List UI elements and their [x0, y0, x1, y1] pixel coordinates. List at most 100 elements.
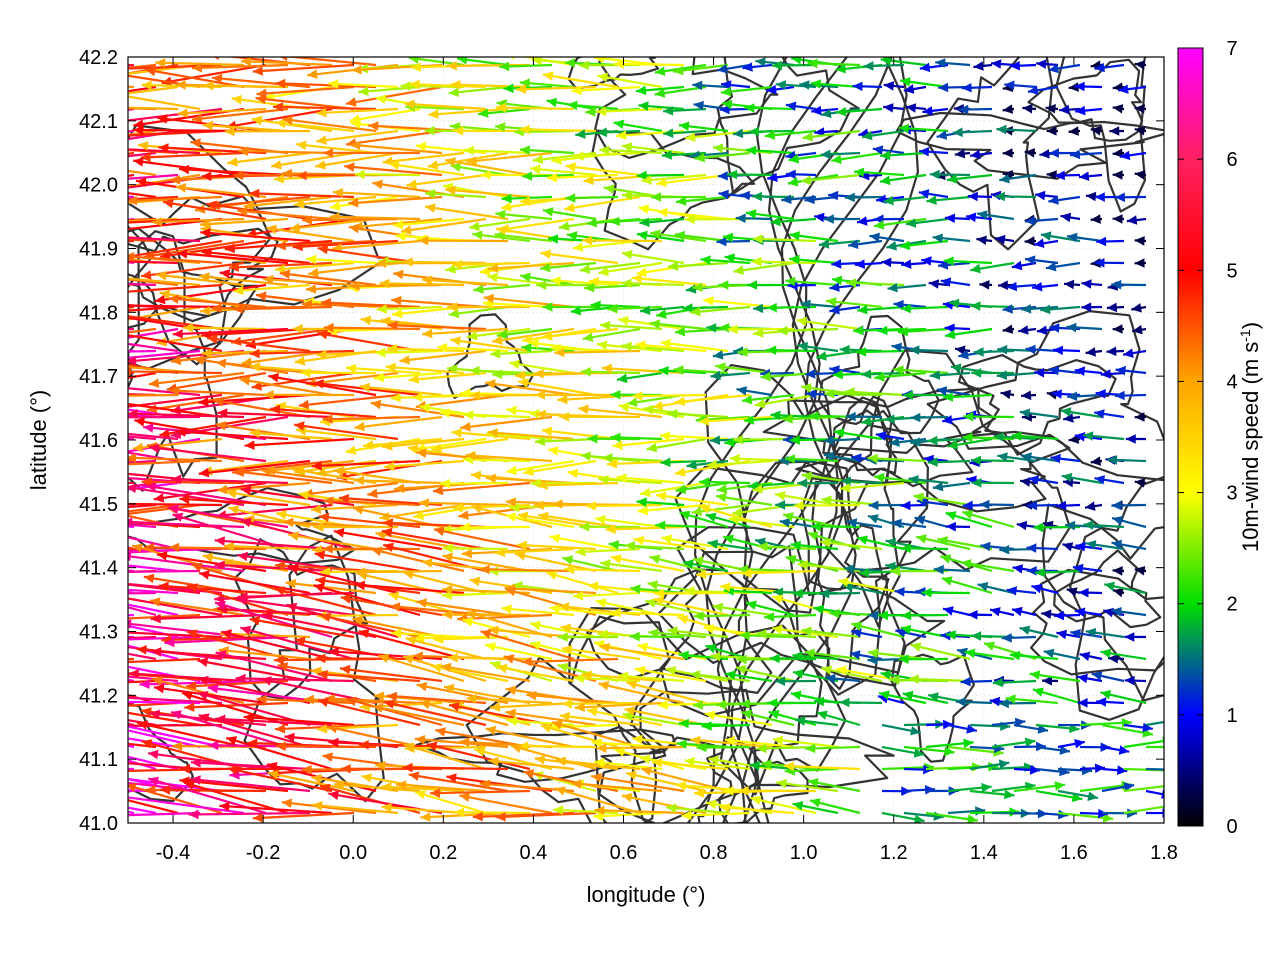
contour-line — [1055, 57, 1147, 213]
wind-vector-head — [583, 175, 594, 185]
wind-vector — [495, 102, 575, 113]
wind-vector — [1106, 302, 1125, 313]
wind-vector-shaft — [350, 143, 443, 155]
wind-vector-head — [1094, 62, 1105, 73]
wind-vector-head — [141, 80, 152, 91]
wind-vector-head — [78, 143, 88, 153]
wind-vector — [1002, 148, 1015, 158]
wind-vector-head — [719, 323, 730, 333]
wind-vector — [883, 195, 927, 206]
wind-vector — [404, 99, 487, 111]
wind-vector-shaft — [349, 107, 421, 122]
wind-vector-head — [59, 423, 69, 433]
wind-vector-head — [755, 57, 766, 67]
wind-vector-head — [252, 66, 263, 76]
wind-vector-shaft — [289, 217, 377, 230]
wind-vector-head — [418, 235, 429, 246]
wind-vector — [1134, 170, 1147, 180]
wind-vector-shaft — [415, 144, 487, 155]
wind-vector-head — [4, 349, 14, 359]
wind-vector-head — [92, 516, 102, 526]
wind-vector-shaft — [161, 63, 267, 85]
wind-vector-head — [163, 198, 174, 209]
wind-vector-head — [203, 80, 214, 91]
wind-vector — [639, 481, 707, 498]
wind-vector-head — [635, 665, 646, 676]
wind-vector — [546, 172, 619, 183]
wind-vector — [271, 151, 355, 170]
wind-vector-head — [621, 341, 632, 352]
wind-vector-head — [1049, 323, 1060, 333]
wind-vector-head — [1029, 670, 1041, 680]
wind-vector-head — [1025, 344, 1036, 355]
wind-vector — [1048, 63, 1081, 74]
wind-vector-head — [1066, 322, 1077, 333]
wind-vector-head — [1059, 104, 1070, 115]
wind-vector-shaft — [454, 811, 531, 815]
wind-vector — [128, 257, 157, 265]
wind-vector-head — [227, 157, 238, 167]
wind-vector-head — [1046, 126, 1057, 136]
wind-vector — [128, 678, 135, 683]
wind-vector-shaft — [275, 121, 355, 133]
wind-vector — [994, 234, 1015, 245]
wind-vector-head — [17, 700, 28, 709]
wind-vector-shaft — [266, 226, 355, 243]
wind-vector-head — [1074, 81, 1085, 92]
wind-vector — [903, 785, 936, 795]
wind-vector-shaft — [657, 210, 729, 221]
wind-vector-head — [977, 210, 988, 220]
wind-vector — [542, 207, 597, 221]
wind-vector-head — [469, 576, 481, 587]
wind-vector-head — [995, 234, 1006, 245]
wind-vector-head — [400, 81, 411, 91]
wind-vector-head — [954, 148, 966, 159]
wind-vector-shaft — [132, 437, 223, 450]
wind-vector-head — [306, 254, 317, 265]
wind-vector-head — [617, 373, 628, 384]
wind-vector-shaft — [249, 192, 355, 199]
wind-vector-shaft — [128, 744, 135, 749]
wind-vector-head — [143, 573, 155, 584]
wind-vector-head — [667, 409, 678, 419]
wind-vector-head — [1114, 390, 1125, 401]
wind-vector-head — [453, 126, 464, 136]
wind-vector — [400, 217, 487, 235]
wind-vector — [650, 192, 707, 202]
wind-vector-head — [852, 81, 863, 92]
wind-vector-head — [862, 130, 873, 141]
wind-vector — [976, 210, 1015, 221]
wind-vector — [1074, 81, 1103, 92]
wind-vector-head — [649, 554, 661, 564]
wind-vector-head — [38, 160, 48, 170]
wind-vector-shaft — [252, 63, 355, 73]
wind-vector — [607, 303, 663, 314]
wind-vector — [1052, 345, 1081, 356]
wind-vector — [1112, 104, 1125, 114]
wind-vector — [952, 127, 993, 138]
wind-vector-head — [329, 201, 341, 211]
wind-vector-head — [616, 130, 627, 140]
wind-vector-head — [328, 790, 339, 800]
wind-vector — [716, 236, 751, 247]
wind-vector-head — [401, 225, 412, 235]
wind-vector-head — [316, 135, 327, 145]
wind-vector-shaft — [274, 261, 355, 271]
wind-vector-head — [22, 184, 33, 194]
wind-vector — [463, 145, 531, 156]
wind-vector — [1054, 610, 1081, 621]
wind-vector-head — [177, 108, 188, 118]
wind-vector-shaft — [393, 217, 465, 227]
wind-vector-head — [422, 328, 433, 339]
wind-vector-head — [404, 99, 415, 110]
wind-vector — [674, 230, 729, 243]
wind-vector-head — [155, 294, 166, 305]
wind-vector-shaft — [323, 326, 421, 331]
wind-vector-head — [960, 676, 971, 687]
wind-vector-head — [530, 620, 541, 631]
wind-vector — [1004, 80, 1037, 91]
wind-vector — [540, 249, 619, 265]
wind-vector-head — [1124, 675, 1135, 686]
wind-vector-head — [543, 71, 554, 81]
